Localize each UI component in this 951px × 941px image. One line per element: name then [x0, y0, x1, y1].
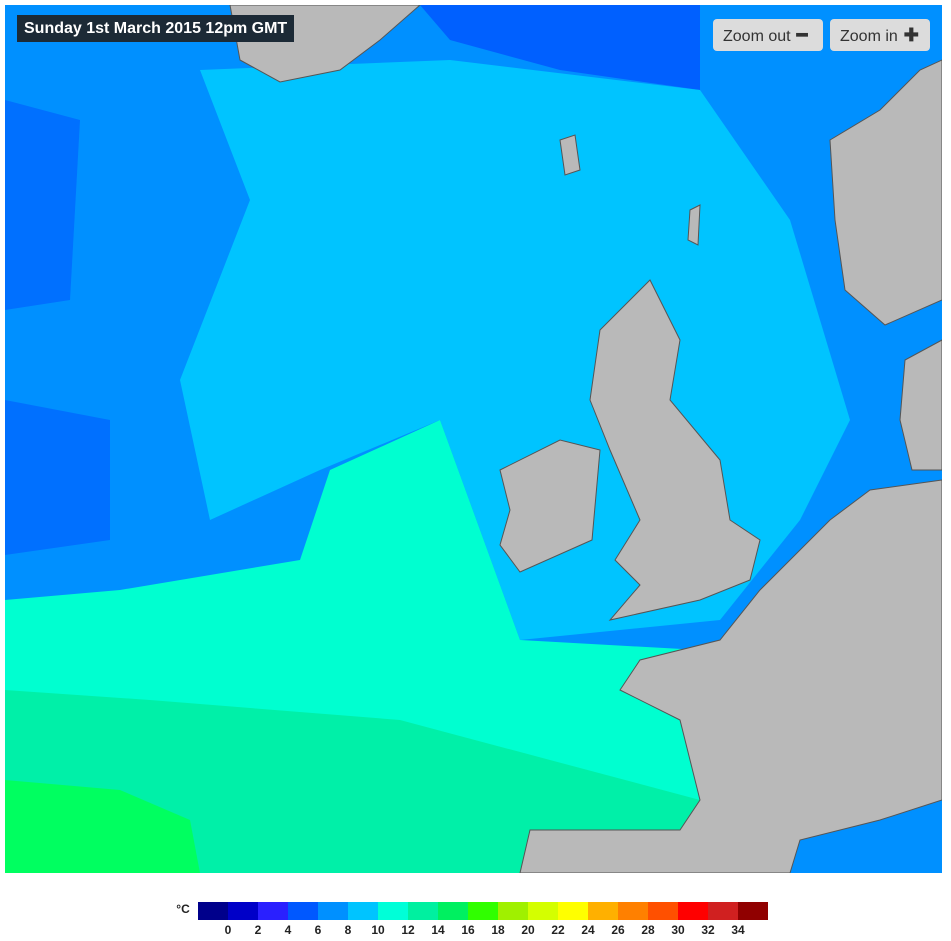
legend-label: 32: [701, 923, 715, 937]
legend-swatch: [408, 902, 438, 920]
legend-label: 0: [225, 923, 232, 937]
ocean-warmest: [5, 780, 200, 873]
legend-swatch: [618, 902, 648, 920]
ocean-cold: [5, 400, 110, 555]
legend-label: 2: [255, 923, 262, 937]
land: [229, 5, 942, 873]
map-title: Sunday 1st March 2015 12pm GMT: [17, 15, 295, 42]
legend-swatch: [258, 902, 288, 920]
legend-label: 10: [371, 923, 385, 937]
legend-swatch: [348, 902, 378, 920]
legend-swatch: [558, 902, 588, 920]
legend-label: 12: [401, 923, 415, 937]
legend-label: 30: [671, 923, 685, 937]
legend-swatch: [318, 902, 348, 920]
legend-swatch: [648, 902, 678, 920]
legend-swatch: [708, 902, 738, 920]
legend-label: 6: [315, 923, 322, 937]
legend-swatch: [288, 902, 318, 920]
legend-label: 18: [491, 923, 505, 937]
legend-label: 14: [431, 923, 445, 937]
legend-label: 22: [551, 923, 565, 937]
legend-swatch: [678, 902, 708, 920]
legend-label: 26: [611, 923, 625, 937]
legend-label: 34: [731, 923, 745, 937]
legend-label: 20: [521, 923, 535, 937]
legend-swatch: [498, 902, 528, 920]
legend-label: 8: [345, 923, 352, 937]
map: [5, 5, 942, 873]
zoom-in-label: Zoom in: [840, 28, 898, 45]
legend-label: 16: [461, 923, 475, 937]
legend-unit: °C: [176, 902, 190, 916]
legend-swatch: [198, 902, 228, 920]
legend-label: 28: [641, 923, 655, 937]
legend-swatch: [378, 902, 408, 920]
zoom-out-label: Zoom out: [723, 28, 791, 45]
ocean-cold: [5, 100, 80, 310]
legend-swatch: [738, 902, 768, 920]
legend: °C 0 2 4 6 8 10 12 14 16 18 20 22 24 26 28 30 32 34: [176, 902, 768, 937]
ocean-cold: [420, 5, 700, 90]
legend-swatch: [528, 902, 558, 920]
zoom-out-button[interactable]: Zoom out ━: [713, 19, 823, 51]
legend-label: 24: [581, 923, 595, 937]
legend-swatch: [468, 902, 498, 920]
legend-label: 4: [285, 923, 292, 937]
legend-swatch: [588, 902, 618, 920]
zoom-in-button[interactable]: Zoom in ✚: [830, 19, 930, 51]
legend-swatch: [228, 902, 258, 920]
legend-swatch: [438, 902, 468, 920]
